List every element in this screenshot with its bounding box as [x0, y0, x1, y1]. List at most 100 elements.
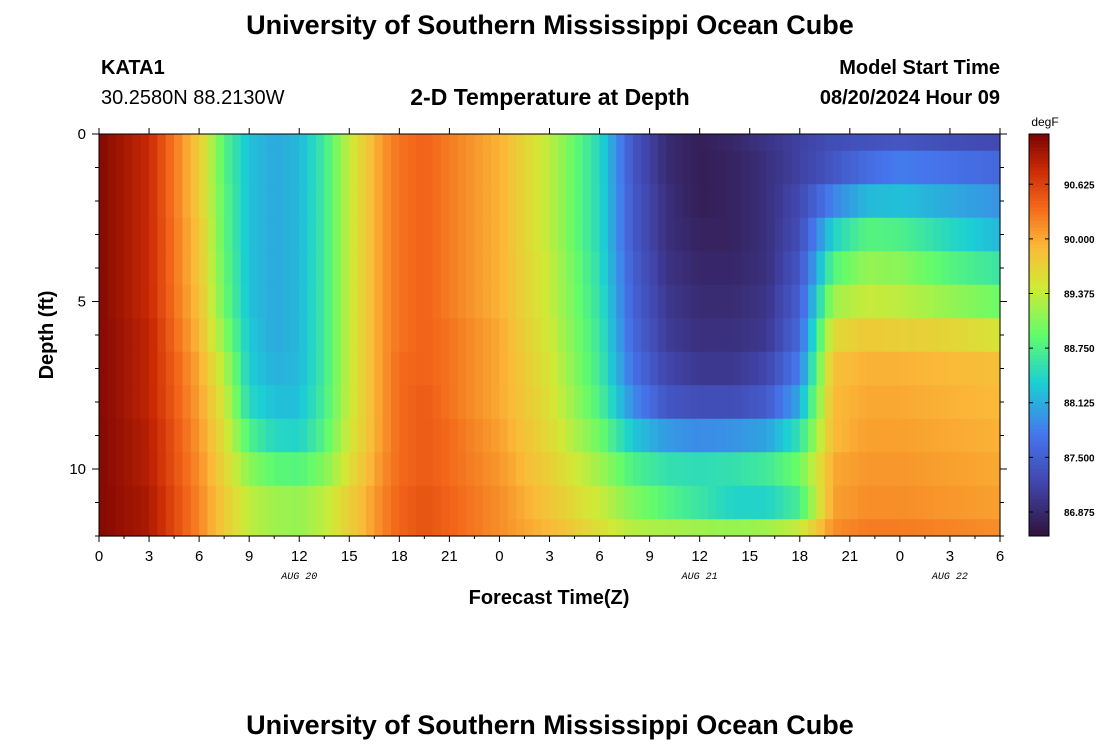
heatmap-cell	[441, 351, 450, 386]
heatmap-cell	[374, 351, 384, 386]
heatmap-cell	[833, 284, 843, 319]
colorbar-segment	[1029, 137, 1049, 142]
colorbar-segment	[1029, 251, 1049, 256]
heatmap-cell	[532, 184, 542, 219]
heatmap-cell	[215, 452, 225, 487]
colorbar-segment	[1029, 398, 1049, 403]
heatmap-cell	[349, 519, 359, 537]
heatmap-cell	[165, 418, 175, 453]
heatmap-cell	[232, 251, 242, 286]
heatmap-cell	[274, 519, 284, 537]
colorbar-segment	[1029, 482, 1049, 487]
heatmap-cell	[733, 452, 742, 487]
heatmap-cell	[641, 418, 651, 453]
heatmap-cell	[365, 452, 375, 487]
heatmap-cell	[324, 351, 334, 386]
heatmap-cell	[657, 217, 667, 252]
heatmap-cell	[899, 184, 909, 219]
heatmap-cell	[741, 519, 751, 537]
heatmap-cell	[649, 184, 659, 219]
heatmap-cell	[607, 318, 617, 353]
heatmap-cell	[983, 134, 993, 152]
colorbar-tick-label: 88.125	[1064, 399, 1095, 410]
heatmap-cell	[265, 284, 275, 319]
heatmap-cell	[474, 217, 484, 252]
heatmap-cell	[966, 134, 976, 152]
heatmap-cell	[641, 184, 651, 219]
heatmap-cell	[482, 134, 492, 152]
heatmap-cell	[833, 385, 843, 420]
heatmap-cell	[924, 184, 934, 219]
heatmap-cell	[708, 284, 717, 319]
heatmap-cell	[824, 134, 834, 152]
heatmap-cell	[407, 184, 417, 219]
heatmap-cell	[816, 418, 826, 453]
heatmap-cell	[399, 251, 409, 286]
heatmap-cell	[190, 351, 200, 386]
heatmap-cell	[365, 351, 375, 386]
x-tick-label: 3	[946, 548, 954, 565]
heatmap-cell	[382, 418, 392, 453]
heatmap-cell	[657, 251, 667, 286]
colorbar-segment	[1029, 217, 1049, 222]
heatmap-cell	[416, 385, 425, 420]
heatmap-cell	[691, 184, 701, 219]
heatmap-cell	[390, 351, 400, 386]
heatmap-cell	[624, 150, 634, 185]
heatmap-cell	[599, 519, 609, 537]
heatmap-cell	[482, 385, 492, 420]
heatmap-cell	[808, 150, 818, 185]
heatmap-cell	[165, 284, 175, 319]
heatmap-cell	[174, 284, 184, 319]
heatmap-cell	[340, 284, 350, 319]
heatmap-cell	[249, 217, 259, 252]
heatmap-cell	[866, 452, 876, 487]
heatmap-cell	[165, 251, 175, 286]
heatmap-cell	[774, 318, 784, 353]
heatmap-cell	[741, 184, 751, 219]
heatmap-cell	[207, 485, 217, 520]
heatmap-cell	[199, 385, 209, 420]
heatmap-cell	[257, 217, 267, 252]
heatmap-cell	[274, 385, 284, 420]
heatmap-cell	[340, 485, 350, 520]
heatmap-cell	[399, 318, 409, 353]
heatmap-cell	[557, 217, 567, 252]
heatmap-cell	[449, 485, 459, 520]
heatmap-cell	[516, 485, 526, 520]
heatmap-cell	[307, 485, 317, 520]
heatmap-cell	[749, 418, 759, 453]
heatmap-cell	[666, 184, 676, 219]
heatmap-cell	[299, 452, 309, 487]
heatmap-cell	[457, 150, 467, 185]
heatmap-cell	[374, 251, 384, 286]
heatmap-cell	[549, 217, 559, 252]
heatmap-cell	[299, 217, 309, 252]
heatmap-cell	[607, 217, 617, 252]
colorbar-segment	[1029, 150, 1049, 155]
heatmap-cell	[749, 284, 759, 319]
heatmap-cell	[774, 217, 784, 252]
heatmap-cell	[115, 134, 125, 152]
heatmap-cell	[991, 251, 1001, 286]
heatmap-cell	[799, 452, 809, 487]
heatmap-cell	[799, 418, 809, 453]
heatmap-cell	[516, 452, 526, 487]
heatmap-cell	[833, 184, 843, 219]
heatmap-cell	[758, 519, 767, 537]
heatmap-cell	[783, 217, 793, 252]
heatmap-cell	[941, 251, 951, 286]
colorbar-segment	[1029, 432, 1049, 436]
heatmap-cell	[524, 485, 534, 520]
heatmap-cell	[357, 251, 367, 286]
colorbar-segment	[1029, 134, 1049, 138]
heatmap-cell	[532, 351, 542, 386]
colorbar-segment	[1029, 154, 1049, 158]
heatmap-cell	[958, 485, 968, 520]
heatmap-cell	[157, 519, 167, 537]
heatmap-cell	[716, 318, 726, 353]
heatmap-cell	[816, 351, 826, 386]
heatmap-cell	[607, 485, 617, 520]
heatmap-cell	[974, 284, 984, 319]
heatmap-cell	[616, 351, 626, 386]
